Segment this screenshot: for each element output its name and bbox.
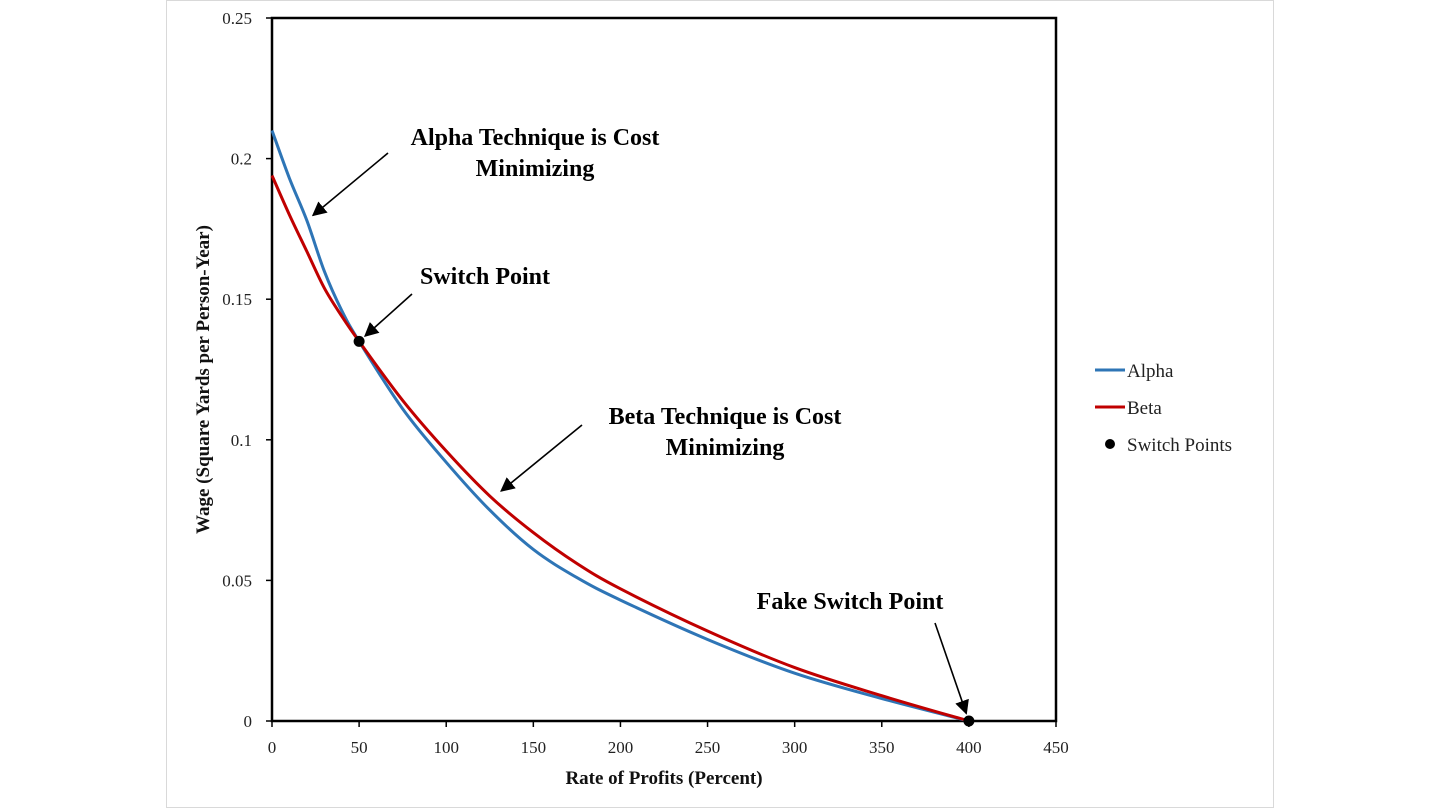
x-tick-label: 250 — [695, 738, 721, 757]
annotation-arrow — [934, 622, 969, 715]
x-tick-label: 0 — [268, 738, 277, 757]
legend-marker — [1105, 439, 1115, 449]
annotation-arrow — [363, 293, 413, 338]
series-line-beta — [270, 174, 970, 723]
x-tick-label: 100 — [433, 738, 459, 757]
legend-label: Alpha — [1127, 361, 1174, 382]
legend-label: Beta — [1127, 398, 1162, 419]
annotation-label: Switch Point — [420, 264, 550, 290]
legend-label: Switch Points — [1127, 435, 1232, 456]
switch-point-marker — [353, 335, 365, 347]
y-tick-label: 0.25 — [222, 9, 252, 28]
y-tick-label: 0.2 — [231, 150, 252, 169]
annotation-label: Fake Switch Point — [757, 589, 944, 615]
x-tick-label: 50 — [351, 738, 368, 757]
x-tick-label: 200 — [608, 738, 634, 757]
x-tick-label: 300 — [782, 738, 808, 757]
y-tick-label: 0.1 — [231, 431, 252, 450]
x-tick-label: 450 — [1043, 738, 1069, 757]
y-axis-title: Wage (Square Yards per Person-Year) — [193, 225, 214, 534]
x-tick-label: 150 — [521, 738, 547, 757]
plot-area — [270, 16, 1058, 723]
annotation-label: Beta Technique is Cost — [609, 404, 842, 430]
x-axis-title: Rate of Profits (Percent) — [565, 768, 762, 789]
annotation-label: Alpha Technique is Cost — [411, 125, 660, 151]
chart-frame — [166, 0, 1274, 808]
x-tick-label: 350 — [869, 738, 895, 757]
series-line-alpha — [270, 129, 970, 723]
x-tick-label: 400 — [956, 738, 982, 757]
annotation-arrow — [500, 424, 583, 492]
annotation-label: Minimizing — [476, 156, 595, 182]
y-tick-label: 0.15 — [222, 290, 252, 309]
y-tick-label: 0.05 — [222, 571, 252, 590]
annotation-arrow — [311, 152, 389, 217]
annotation-label: Minimizing — [666, 435, 785, 461]
y-tick-label: 0 — [244, 712, 253, 731]
switch-point-marker — [963, 715, 975, 727]
